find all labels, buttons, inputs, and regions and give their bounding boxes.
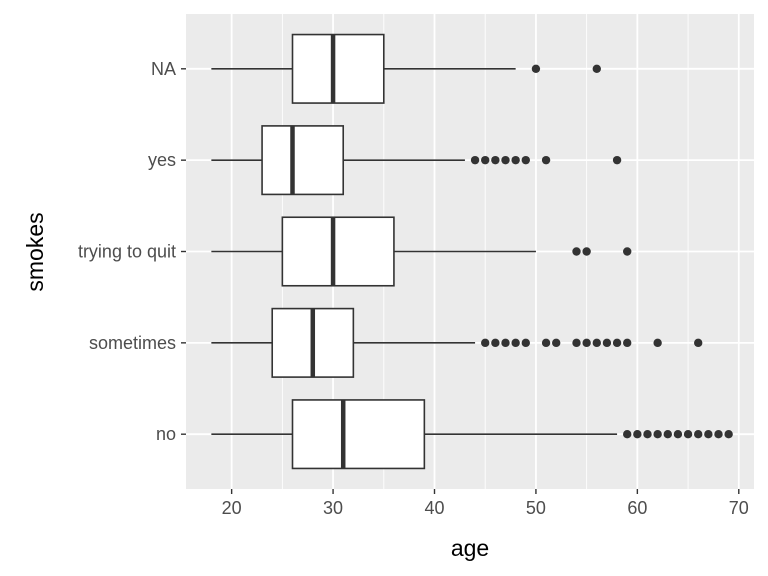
x-axis: 20 30 40 50 60 70 bbox=[222, 489, 749, 518]
outlier-point bbox=[612, 338, 622, 348]
outlier-point bbox=[541, 155, 551, 165]
outlier-point bbox=[531, 64, 541, 74]
outlier-point bbox=[694, 429, 703, 439]
outlier-point bbox=[602, 338, 612, 348]
box-iqr bbox=[291, 399, 426, 470]
outlier-point bbox=[633, 429, 642, 439]
outlier-point bbox=[521, 155, 530, 165]
outlier-point bbox=[552, 338, 561, 348]
outlier-point bbox=[572, 338, 581, 348]
box-trying-to-quit bbox=[211, 216, 632, 287]
outlier-point bbox=[501, 155, 510, 165]
x-tick-label: 40 bbox=[424, 498, 444, 518]
box-na bbox=[211, 33, 601, 104]
x-tick-label: 70 bbox=[729, 498, 749, 518]
outlier-point bbox=[643, 429, 652, 439]
outlier-point bbox=[714, 429, 723, 439]
outlier-point bbox=[582, 338, 591, 348]
box-yes bbox=[211, 125, 622, 196]
y-tick-label: sometimes bbox=[89, 333, 176, 353]
y-tick-label: yes bbox=[148, 150, 176, 170]
outlier-point bbox=[491, 338, 500, 348]
outlier-point bbox=[592, 338, 601, 348]
outlier-point bbox=[592, 64, 601, 74]
outlier-point bbox=[663, 429, 672, 439]
outlier-point bbox=[694, 338, 703, 348]
outlier-point bbox=[623, 429, 632, 439]
x-tick-label: 50 bbox=[526, 498, 546, 518]
x-tick-label: 20 bbox=[222, 498, 242, 518]
box-iqr bbox=[261, 125, 345, 196]
box-no bbox=[211, 399, 733, 470]
outlier-point bbox=[704, 429, 713, 439]
y-tick-label: trying to quit bbox=[78, 242, 176, 262]
outlier-point bbox=[623, 338, 632, 348]
outlier-point bbox=[511, 338, 520, 348]
outlier-point bbox=[470, 155, 480, 165]
y-axis: no sometimes trying to quit yes NA bbox=[78, 59, 186, 444]
outlier-point bbox=[623, 247, 632, 256]
x-tick-label: 60 bbox=[627, 498, 647, 518]
y-axis-title: smokes bbox=[22, 212, 48, 291]
x-tick-label: 30 bbox=[323, 498, 343, 518]
box-sometimes bbox=[211, 307, 703, 378]
outlier-point bbox=[511, 155, 520, 165]
outlier-point bbox=[683, 429, 693, 439]
outlier-point bbox=[612, 155, 622, 165]
outlier-point bbox=[582, 247, 591, 256]
x-axis-title: age bbox=[451, 535, 489, 561]
outlier-point bbox=[673, 429, 683, 439]
outlier-point bbox=[653, 338, 662, 348]
outlier-point bbox=[653, 429, 662, 439]
y-tick-label: NA bbox=[151, 59, 176, 79]
outlier-point bbox=[724, 429, 733, 439]
outlier-point bbox=[501, 338, 510, 348]
outlier-point bbox=[491, 155, 500, 165]
box-iqr bbox=[281, 216, 395, 287]
outlier-point bbox=[481, 155, 490, 165]
boxes-layer bbox=[211, 33, 733, 470]
outlier-point bbox=[481, 338, 490, 348]
y-tick-label: no bbox=[156, 424, 176, 444]
outlier-point bbox=[541, 338, 551, 348]
box-iqr bbox=[291, 33, 385, 104]
outlier-point bbox=[521, 338, 530, 348]
outlier-point bbox=[572, 247, 581, 256]
